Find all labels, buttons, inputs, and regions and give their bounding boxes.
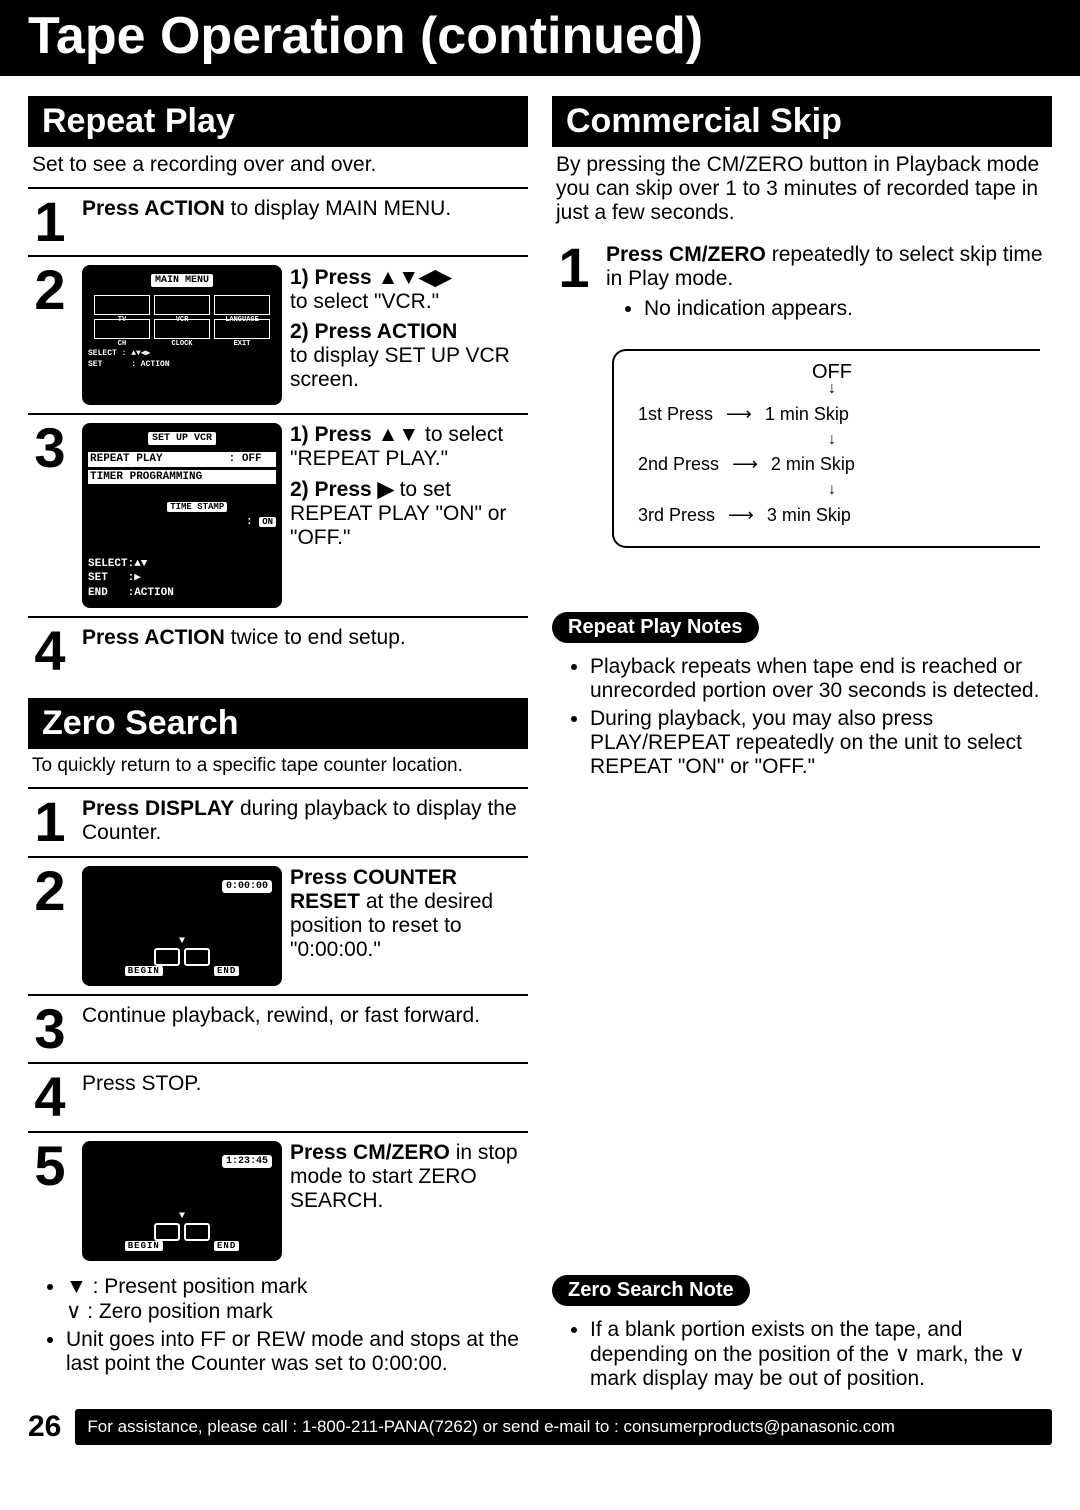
step-text-bold: Continue playback, rewind, or fast forwa…: [82, 1004, 528, 1028]
step-text-bold: Press ACTION: [82, 626, 225, 649]
arrow-icon: ▶: [378, 478, 394, 501]
step-number: 5: [28, 1141, 72, 1191]
screen-footer: SET : ACTION: [88, 360, 276, 370]
step-number: 1: [28, 197, 72, 247]
screen-footer: SET :▶: [88, 571, 276, 585]
step-number: 2: [28, 866, 72, 916]
substep-text: to select "VCR.": [290, 290, 439, 313]
down-arrow-icon: ↓: [638, 485, 1026, 495]
tape-begin: BEGIN: [125, 966, 163, 976]
substep-lead: 2) Press ACTION: [290, 320, 457, 343]
screen-footer: END :ACTION: [88, 586, 276, 600]
cmskip-step-1: 1 Press CM/ZERO repeatedly to select ski…: [552, 235, 1052, 335]
screen-title: SET UP VCR: [148, 432, 216, 445]
substep-lead: 2) Press: [290, 478, 378, 501]
note-item: During playback, you may also press PLAY…: [590, 707, 1052, 779]
arrow-icons: ▲▼◀▶: [378, 266, 452, 289]
repeat-step-4: 4 Press ACTION twice to end setup.: [28, 616, 528, 684]
repeat-step-1: 1 Press ACTION to display MAIN MENU.: [28, 187, 528, 255]
zero-step-2: 2 0:00:00 ▼ BEGIN END Press COUNTER RE: [28, 856, 528, 994]
step-number: 1: [28, 797, 72, 847]
repeat-play-notes: Playback repeats when tape end is reache…: [572, 655, 1052, 779]
press-label: 2nd Press: [638, 454, 719, 474]
step-text-bold: Press DISPLAY: [82, 797, 234, 820]
repeat-play-header: Repeat Play: [28, 96, 528, 147]
assistance-bar: For assistance, please call : 1-800-211-…: [75, 1409, 1052, 1445]
zero-step-3: 3 Continue playback, rewind, or fast for…: [28, 994, 528, 1062]
right-arrow-icon: ⟶: [728, 505, 754, 525]
down-arrow-icon: ↓: [638, 435, 1026, 445]
setup-vcr-screen: SET UP VCR REPEAT PLAY : OFF TIMER PROGR…: [82, 423, 282, 608]
bullet-item: No indication appears.: [644, 297, 1052, 321]
counter-screen: 1:23:45 ▼ BEGIN END: [82, 1141, 282, 1261]
step-text-bold: Press ACTION: [82, 197, 225, 220]
counter-value: 0:00:00: [222, 880, 272, 893]
menu-cell: CLOCK: [155, 340, 209, 349]
page-title: Tape Operation (continued): [0, 0, 1080, 76]
step-text: to display MAIN MENU.: [231, 197, 452, 220]
zero-step-5: 5 1:23:45 ▼ BEGIN END Press CM/ZERO: [28, 1131, 528, 1269]
tape-begin: BEGIN: [125, 1241, 163, 1251]
left-column: Repeat Play Set to see a recording over …: [28, 96, 528, 1397]
menu-cell: CH: [95, 340, 149, 349]
skip-label: 1 min Skip: [765, 404, 849, 424]
screen-footer: SELECT : ▲▼◀▶: [88, 349, 276, 359]
repeat-step-3: 3 SET UP VCR REPEAT PLAY : OFF TIMER PRO…: [28, 413, 528, 616]
step-number: 4: [28, 1072, 72, 1122]
zero-search-header: Zero Search: [28, 698, 528, 749]
substep-lead: 1) Press: [290, 266, 378, 289]
right-arrow-icon: ⟶: [726, 404, 752, 424]
screen-title: MAIN MENU: [151, 274, 213, 287]
zero-search-note: If a blank portion exists on the tape, a…: [572, 1318, 1052, 1391]
step-text-bold: Press STOP.: [82, 1072, 528, 1096]
commercial-skip-header: Commercial Skip: [552, 96, 1052, 147]
screen-line: TIME STAMP: [167, 502, 227, 512]
step-number: 3: [28, 1004, 72, 1054]
counter-screen: 0:00:00 ▼ BEGIN END: [82, 866, 282, 986]
step-number: 3: [28, 423, 72, 473]
screen-footer: SELECT:▲▼: [88, 557, 276, 571]
note-item: If a blank portion exists on the tape, a…: [590, 1318, 1052, 1391]
step-text-bold: Press CM/ZERO: [606, 243, 766, 266]
down-arrow-icon: ↓: [638, 384, 1026, 394]
step-text-bold: Press CM/ZERO: [290, 1141, 450, 1164]
cmskip-intro: By pressing the CM/ZERO button in Playba…: [556, 153, 1048, 225]
skip-label: 2 min Skip: [771, 454, 855, 474]
right-column: Commercial Skip By pressing the CM/ZERO …: [552, 96, 1052, 1397]
screen-line: TIMER PROGRAMMING: [88, 470, 276, 484]
main-menu-screen: MAIN MENU TV VCR LANGUAGE CH CLOCK EXIT …: [82, 265, 282, 405]
repeat-step-2: 2 MAIN MENU TV VCR LANGUAGE CH CLOCK EXI…: [28, 255, 528, 413]
cmskip-diagram: OFF ↓ 1st Press ⟶ 1 min Skip ↓ 2nd Press…: [612, 349, 1040, 548]
substep-text: to display SET UP VCR screen.: [290, 344, 510, 391]
press-label: 3rd Press: [638, 505, 715, 525]
zero-search-note-pill: Zero Search Note: [552, 1275, 750, 1306]
zero-intro: To quickly return to a specific tape cou…: [32, 755, 524, 777]
page-footer: 26 For assistance, please call : 1-800-2…: [0, 1409, 1080, 1463]
screen-line: : ON: [246, 515, 276, 529]
skip-label: 3 min Skip: [767, 505, 851, 525]
repeat-play-notes-pill: Repeat Play Notes: [552, 612, 759, 643]
step-text: twice to end setup.: [231, 626, 406, 649]
repeat-intro: Set to see a recording over and over.: [32, 153, 524, 177]
tape-end: END: [214, 966, 239, 976]
page-number: 26: [28, 1410, 61, 1444]
press-label: 1st Press: [638, 404, 713, 424]
zero-step-1: 1 Press DISPLAY during playback to displ…: [28, 787, 528, 855]
substep-lead: 1) Press: [290, 423, 378, 446]
step-number: 1: [552, 243, 596, 293]
screen-line: REPEAT PLAY : OFF: [88, 452, 276, 466]
menu-cell: EXIT: [215, 340, 269, 349]
note-item: ▼ : Present position mark ∨ : Zero posit…: [66, 1275, 528, 1324]
tape-end: END: [214, 1241, 239, 1251]
zero-marker-notes: ▼ : Present position mark ∨ : Zero posit…: [48, 1275, 528, 1376]
right-arrow-icon: ⟶: [732, 454, 758, 474]
step-number: 4: [28, 626, 72, 676]
note-item: Playback repeats when tape end is reache…: [590, 655, 1052, 703]
zero-step-4: 4 Press STOP.: [28, 1062, 528, 1130]
step-number: 2: [28, 265, 72, 315]
counter-value: 1:23:45: [222, 1155, 272, 1168]
arrow-icons: ▲▼: [378, 423, 420, 446]
note-item: Unit goes into FF or REW mode and stops …: [66, 1328, 528, 1376]
